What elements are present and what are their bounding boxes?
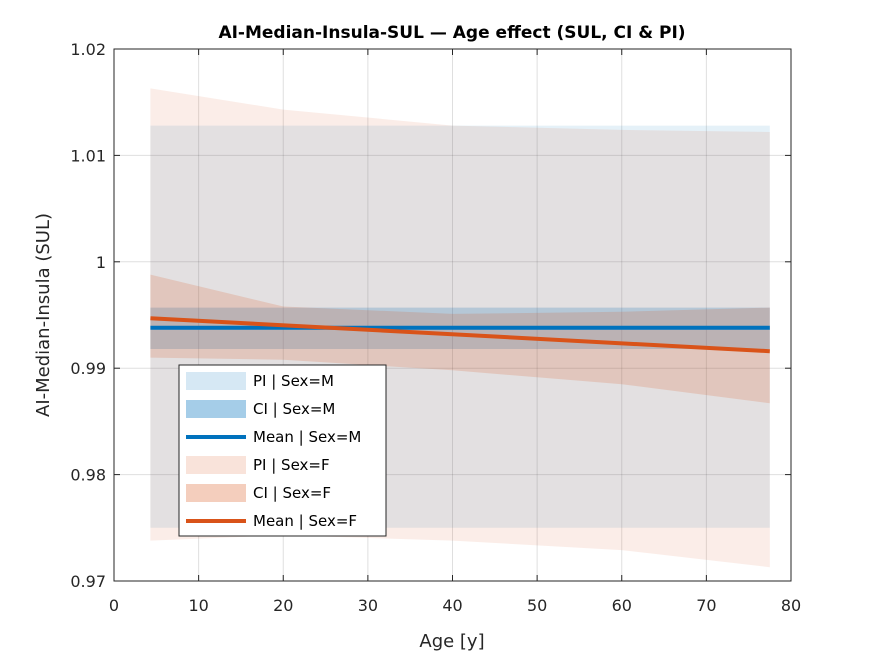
legend: PI | Sex=M CI | Sex=M Mean | Sex=M PI | Sex…: [178, 364, 387, 537]
line-layer: [150, 316, 770, 354]
y-ticks: 0.97 0.98 0.99 1 1.01 1.02: [70, 40, 791, 591]
legend-entry: Mean | Sex=F: [253, 512, 357, 530]
band-ci-sex-f: [150, 274, 770, 404]
y-tick-label: 0.98: [70, 466, 106, 485]
y-tick-label: 0.99: [70, 359, 106, 378]
x-tick-label: 10: [188, 596, 208, 615]
x-tick-label: 30: [358, 596, 378, 615]
y-tick-label: 0.97: [70, 572, 106, 591]
x-tick-label: 70: [696, 596, 716, 615]
legend-entry: PI | Sex=F: [253, 456, 330, 474]
legend-swatch: [186, 372, 246, 390]
x-tick-label: 20: [273, 596, 293, 615]
y-axis-label: AI-Median-Insula (SUL): [33, 213, 54, 417]
x-tick-label: 0: [109, 596, 119, 615]
line-mean-sex-f: [150, 316, 770, 354]
legend-entry: PI | Sex=M: [253, 372, 334, 390]
y-tick-label: 1.01: [70, 146, 106, 165]
chart-title: AI-Median-Insula-SUL — Age effect (SUL, …: [218, 23, 685, 43]
x-tick-label: 40: [442, 596, 462, 615]
legend-swatch: [186, 484, 246, 502]
legend-box: [178, 364, 387, 537]
y-tick-label: 1: [96, 253, 106, 272]
x-tick-label: 50: [527, 596, 547, 615]
legend-entry: Mean | Sex=M: [253, 428, 361, 446]
legend-swatch: [186, 456, 246, 474]
x-tick-label: 80: [781, 596, 801, 615]
x-ticks: 0 10 20 30 40 50 60 70 80: [109, 49, 801, 615]
legend-entry: CI | Sex=M: [253, 400, 335, 418]
legend-swatch: [186, 400, 246, 418]
x-axis-label: Age [y]: [419, 631, 484, 652]
legend-entry: CI | Sex=F: [253, 484, 331, 502]
y-tick-label: 1.02: [70, 40, 106, 59]
x-tick-label: 60: [612, 596, 632, 615]
